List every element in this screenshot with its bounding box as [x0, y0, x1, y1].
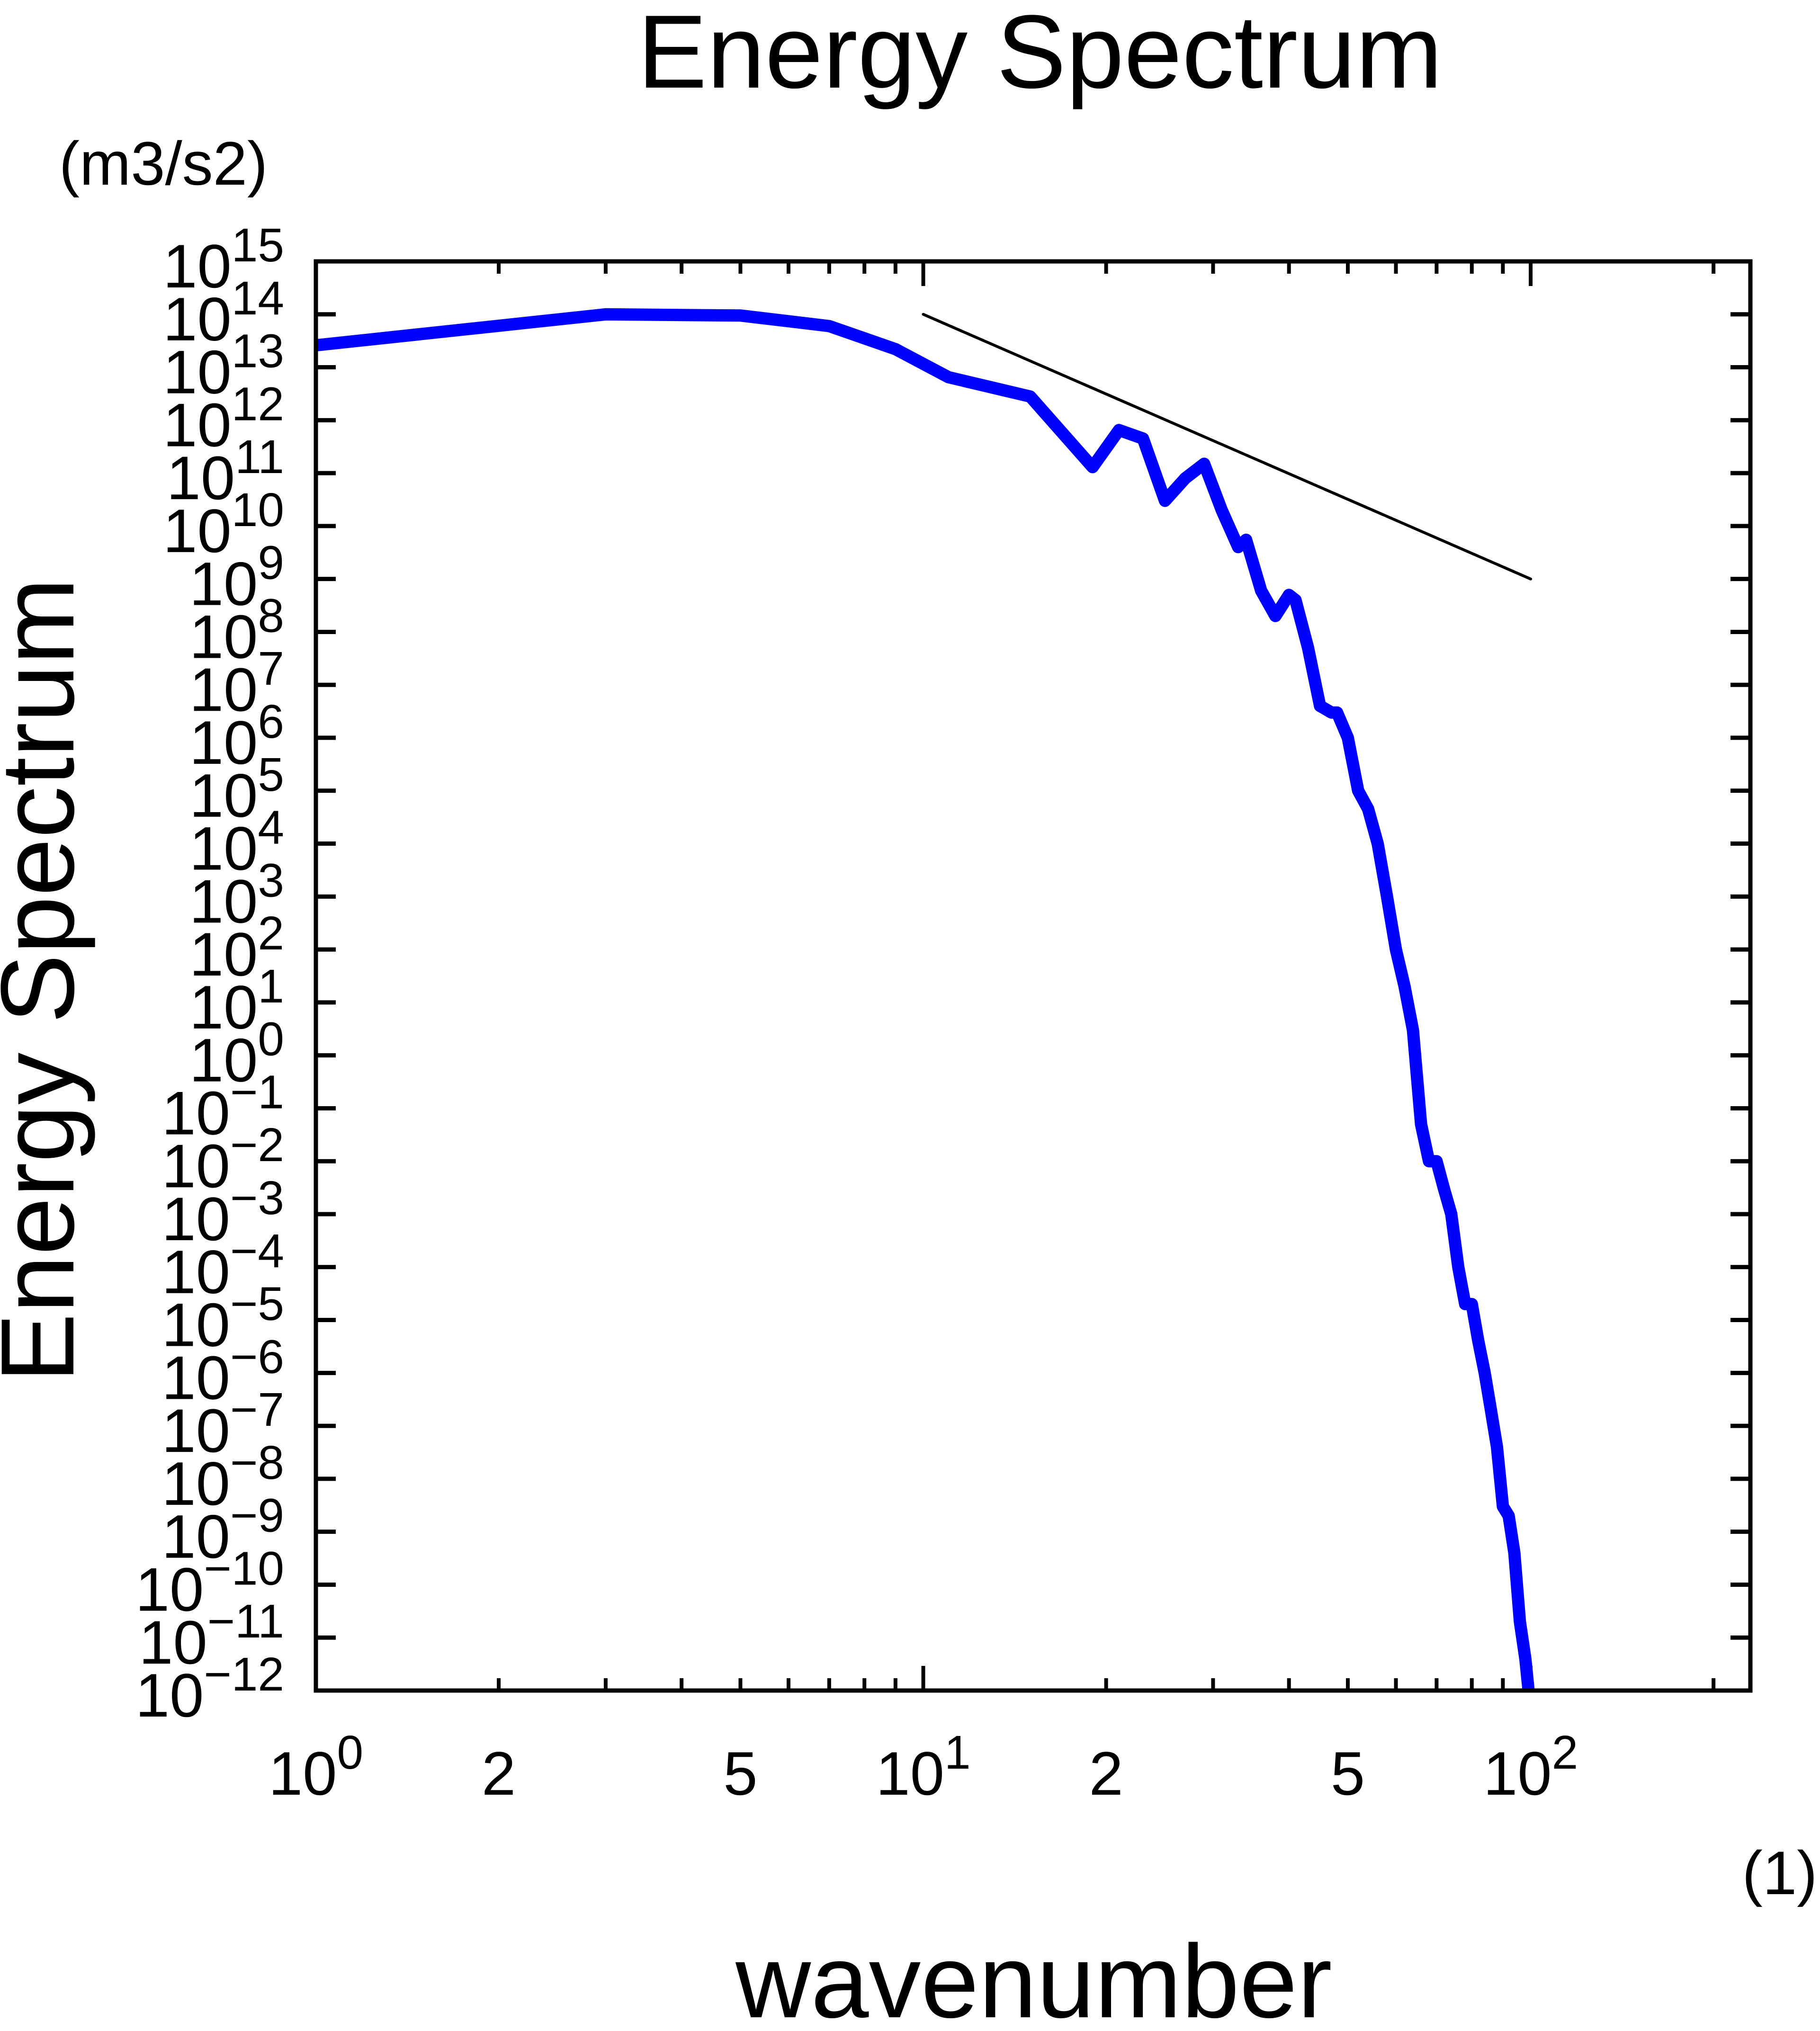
y-tick-label: 10−12 [135, 1648, 284, 1730]
y-tick-label: 105 [189, 748, 284, 830]
spectrum-line [316, 308, 1535, 1691]
plot-frame [314, 259, 1753, 1693]
y-tick-label: 10−10 [135, 1542, 284, 1624]
y-tick-label: 10−2 [161, 1118, 284, 1200]
x-tick-label: 100 [269, 1726, 363, 1808]
x-tick-label: 5 [1331, 1739, 1365, 1808]
y-tick-label: 10−8 [161, 1436, 284, 1518]
y-tick-label: 104 [189, 801, 284, 883]
y-tick-label: 109 [189, 537, 284, 618]
y-tick-label: 103 [189, 854, 284, 936]
axis-ticks [314, 259, 1750, 1693]
y-tick-label: 1015 [163, 219, 284, 301]
x-tick-label: 101 [876, 1726, 970, 1808]
y-tick-label: 1010 [163, 483, 284, 565]
y-tick-label: 10−6 [161, 1330, 284, 1412]
x-axis-unit: (1) [1742, 1838, 1818, 1907]
y-axis-label: Energy Spectrum [0, 578, 96, 1383]
chart-title: Energy Spectrum [637, 0, 1443, 110]
x-tick-label: 102 [1483, 1726, 1578, 1808]
y-tick-label: 100 [189, 1013, 284, 1095]
y-tick-label: 102 [189, 907, 284, 989]
y-tick-label: 10−11 [139, 1595, 284, 1677]
y-tick-label: 1013 [163, 325, 284, 407]
x-tick-label: 2 [1089, 1739, 1123, 1808]
x-tick-label: 2 [482, 1739, 516, 1808]
y-tick-label: 10−3 [161, 1172, 284, 1253]
y-tick-label: 1014 [163, 272, 284, 354]
y-tick-label: 10−4 [161, 1225, 284, 1306]
y-tick-label: 1011 [167, 430, 284, 512]
y-tick-label: 1012 [163, 377, 284, 459]
y-tick-label: 10−9 [161, 1489, 284, 1571]
y-tick-labels: 1015101410131012101110101091081071061051… [135, 219, 284, 1730]
y-tick-label: 10−5 [161, 1278, 284, 1360]
reference-slope-line [922, 313, 1533, 581]
y-tick-label: 106 [189, 695, 284, 777]
x-axis-label: wavenumber [735, 1923, 1332, 2031]
y-tick-label: 108 [189, 589, 284, 671]
x-tick-labels: 100 2 5 101 2 5 102 [269, 1726, 1578, 1808]
y-tick-label: 10−7 [161, 1383, 284, 1465]
y-tick-label: 107 [189, 642, 284, 724]
y-tick-label: 10−1 [161, 1065, 284, 1147]
y-tick-label: 101 [189, 960, 284, 1042]
plot-area [316, 308, 1535, 1691]
x-tick-label: 5 [723, 1739, 757, 1808]
y-axis-unit: (m3/s2) [59, 129, 268, 198]
